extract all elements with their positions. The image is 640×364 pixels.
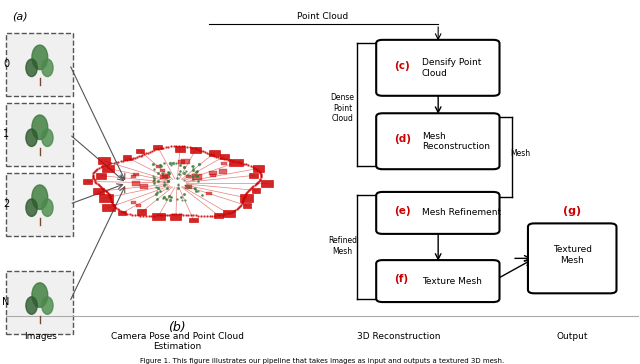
FancyBboxPatch shape [102,204,115,211]
FancyBboxPatch shape [178,159,186,164]
Text: Texture Mesh: Texture Mesh [422,277,481,286]
FancyBboxPatch shape [210,174,216,177]
FancyBboxPatch shape [140,184,148,189]
FancyBboxPatch shape [249,173,258,178]
Text: Mesh
Reconstruction: Mesh Reconstruction [422,131,490,151]
FancyBboxPatch shape [214,213,223,218]
Text: Mesh Refinement: Mesh Refinement [422,209,501,217]
FancyBboxPatch shape [99,194,113,202]
FancyBboxPatch shape [152,213,164,220]
FancyBboxPatch shape [170,214,181,220]
FancyBboxPatch shape [131,201,136,204]
FancyBboxPatch shape [162,174,170,178]
FancyBboxPatch shape [137,209,147,215]
Ellipse shape [42,297,53,314]
Ellipse shape [26,129,37,146]
Text: N: N [2,297,10,307]
Text: 2: 2 [3,199,10,209]
Text: Densify Point
Cloud: Densify Point Cloud [422,58,481,78]
Ellipse shape [26,297,37,314]
Ellipse shape [26,59,37,76]
FancyBboxPatch shape [95,173,106,179]
FancyBboxPatch shape [240,194,253,202]
FancyBboxPatch shape [221,162,227,165]
FancyBboxPatch shape [223,210,235,217]
FancyBboxPatch shape [160,175,168,179]
Ellipse shape [42,59,53,76]
FancyBboxPatch shape [102,165,113,172]
FancyBboxPatch shape [83,179,92,184]
Text: Point Cloud: Point Cloud [297,12,348,21]
FancyBboxPatch shape [219,169,227,174]
Text: Camera Pose and Point Cloud
Estimation: Camera Pose and Point Cloud Estimation [111,332,243,351]
Text: Images: Images [24,332,58,341]
Text: (f): (f) [394,274,408,284]
Text: Dense
Point
Cloud: Dense Point Cloud [331,93,355,123]
FancyBboxPatch shape [181,159,190,164]
FancyBboxPatch shape [136,204,141,207]
Text: Output: Output [556,332,588,341]
FancyBboxPatch shape [185,185,191,189]
Text: 1: 1 [3,129,10,139]
FancyBboxPatch shape [261,180,273,187]
FancyBboxPatch shape [252,188,260,193]
FancyBboxPatch shape [209,150,220,156]
Ellipse shape [32,185,48,209]
FancyBboxPatch shape [6,173,73,236]
FancyBboxPatch shape [6,103,73,166]
FancyBboxPatch shape [136,149,144,153]
Text: (d): (d) [394,134,411,145]
FancyBboxPatch shape [528,223,616,293]
FancyBboxPatch shape [175,146,185,152]
Ellipse shape [32,283,48,307]
Text: (e): (e) [394,206,410,216]
FancyBboxPatch shape [191,174,202,180]
FancyBboxPatch shape [6,270,73,333]
Ellipse shape [26,199,37,217]
Text: Figure 1. This figure illustrates our pipeline that takes images as input and ou: Figure 1. This figure illustrates our pi… [140,358,504,364]
Ellipse shape [42,199,53,217]
FancyBboxPatch shape [189,218,198,222]
FancyBboxPatch shape [189,147,201,153]
FancyBboxPatch shape [253,165,264,171]
FancyBboxPatch shape [132,181,140,186]
FancyBboxPatch shape [186,175,191,178]
FancyBboxPatch shape [376,113,499,169]
Text: Refined
Mesh: Refined Mesh [328,237,357,256]
FancyBboxPatch shape [243,203,251,208]
Text: 0: 0 [3,59,10,69]
FancyBboxPatch shape [97,157,110,164]
Text: (g): (g) [563,206,581,217]
Ellipse shape [42,129,53,146]
FancyBboxPatch shape [93,188,104,194]
Text: (b): (b) [168,321,186,333]
FancyBboxPatch shape [124,155,131,159]
Text: (a): (a) [13,12,28,22]
FancyBboxPatch shape [376,192,499,234]
FancyBboxPatch shape [131,175,136,178]
FancyBboxPatch shape [160,169,165,172]
FancyBboxPatch shape [154,145,163,149]
Text: (c): (c) [394,61,410,71]
FancyBboxPatch shape [118,211,126,215]
FancyBboxPatch shape [229,159,243,166]
FancyBboxPatch shape [6,33,73,96]
Ellipse shape [32,45,48,70]
Text: Textured
Mesh: Textured Mesh [553,245,592,265]
FancyBboxPatch shape [156,165,161,168]
FancyBboxPatch shape [376,260,499,302]
Ellipse shape [32,115,48,139]
FancyBboxPatch shape [133,173,139,176]
FancyBboxPatch shape [209,171,217,175]
Text: 3D Reconstruction: 3D Reconstruction [356,332,440,341]
FancyBboxPatch shape [220,154,229,159]
FancyBboxPatch shape [376,40,499,96]
Text: Mesh: Mesh [510,149,531,158]
FancyBboxPatch shape [206,192,212,195]
